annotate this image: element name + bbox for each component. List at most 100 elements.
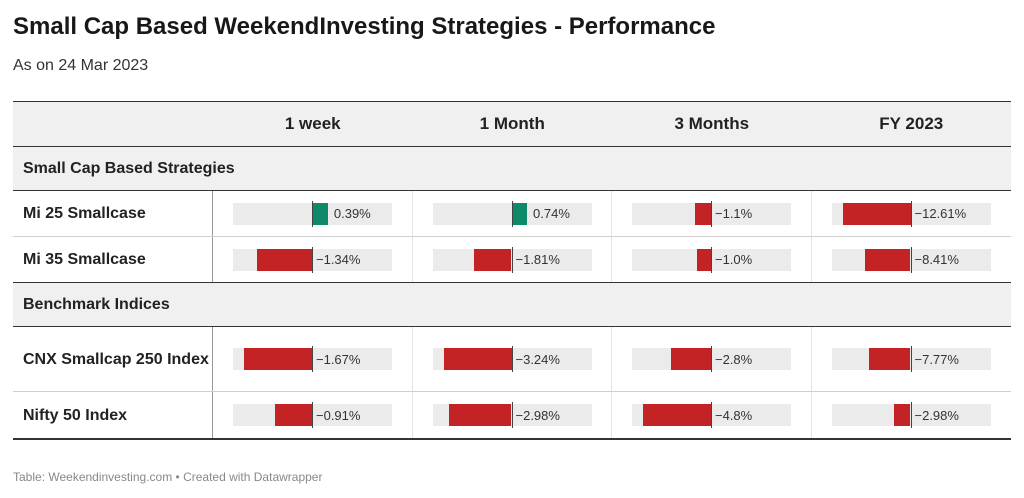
- zero-baseline: [711, 246, 712, 273]
- value-cell: −2.98%: [812, 392, 1012, 438]
- zero-baseline: [910, 200, 912, 227]
- table-row[interactable]: Mi 25 Smallcase 0.39% 0.74% −1.1% −12.61%: [13, 191, 1011, 237]
- value-bar: [443, 348, 512, 370]
- zero-baseline: [711, 402, 712, 428]
- value-label: −2.8%: [715, 351, 753, 367]
- bar-track: 0.39%: [233, 200, 392, 227]
- value-label: 0.39%: [333, 206, 371, 221]
- value-cell: −1.67%: [213, 327, 413, 391]
- zero-baseline: [711, 200, 712, 227]
- value-cell: −0.91%: [213, 392, 413, 438]
- header-blank-cell: [13, 102, 213, 146]
- value-bar: [696, 248, 711, 271]
- value-label: −4.8%: [715, 407, 753, 423]
- value-label: −1.0%: [715, 252, 753, 267]
- value-bar: [643, 404, 711, 426]
- zero-baseline: [312, 402, 313, 428]
- value-cell: −3.24%: [413, 327, 612, 391]
- zero-baseline: [511, 402, 513, 428]
- zero-baseline: [511, 200, 513, 227]
- bar-track: 0.74%: [432, 200, 592, 227]
- column-header[interactable]: FY 2023: [879, 114, 944, 133]
- value-cell: −7.77%: [812, 327, 1012, 391]
- value-cell: −2.98%: [413, 392, 612, 438]
- row-label: Nifty 50 Index: [13, 392, 213, 438]
- value-cell: −1.81%: [413, 237, 612, 282]
- value-bar: [448, 404, 512, 426]
- zero-baseline: [711, 346, 712, 372]
- value-bar: [868, 348, 911, 370]
- bar-track: −1.1%: [632, 200, 791, 227]
- value-cell: −4.8%: [612, 392, 812, 438]
- bar-track: −1.81%: [432, 246, 592, 273]
- table-header-row: 1 week 1 Month 3 Months FY 2023: [13, 102, 1011, 147]
- value-bar: [473, 248, 512, 271]
- bar-track: −2.98%: [831, 402, 991, 428]
- bar-track: −1.67%: [233, 346, 392, 372]
- row-label: Mi 25 Smallcase: [13, 191, 213, 236]
- column-header[interactable]: 1 week: [284, 114, 341, 133]
- value-bar: [671, 348, 711, 370]
- bar-track: −2.98%: [432, 402, 592, 428]
- row-label: CNX Smallcap 250 Index: [13, 327, 213, 391]
- value-cell: 0.39%: [213, 191, 413, 236]
- zero-baseline: [910, 346, 912, 372]
- value-label: −1.1%: [715, 206, 753, 221]
- chart-title: Small Cap Based WeekendInvesting Strateg…: [13, 13, 716, 40]
- value-cell: −8.41%: [812, 237, 1012, 282]
- chart-subtitle: As on 24 Mar 2023: [13, 57, 149, 74]
- value-label: 0.74%: [533, 206, 570, 221]
- value-label: −1.67%: [316, 351, 361, 367]
- value-label: −3.24%: [515, 351, 560, 367]
- zero-baseline: [511, 346, 513, 372]
- value-cell: −1.1%: [612, 191, 812, 236]
- bar-track: −4.8%: [632, 402, 791, 428]
- chart-footer: Table: Weekendinvesting.com • Created wi…: [13, 470, 323, 484]
- zero-baseline: [910, 246, 912, 273]
- value-bar: [695, 202, 711, 225]
- row-label: Mi 35 Smallcase: [13, 237, 213, 282]
- value-bar: [842, 202, 911, 225]
- value-label: −1.34%: [316, 252, 361, 267]
- value-cell: −2.8%: [612, 327, 812, 391]
- value-cell: −1.34%: [213, 237, 413, 282]
- bar-track: −7.77%: [831, 346, 991, 372]
- bar-track: −0.91%: [233, 402, 392, 428]
- group-header-row: Small Cap Based Strategies: [13, 147, 1011, 191]
- table-row[interactable]: CNX Smallcap 250 Index −1.67% −3.24% −2.8% −…: [13, 327, 1011, 392]
- zero-baseline: [312, 346, 313, 372]
- value-bar: [244, 348, 312, 370]
- bar-track: −2.8%: [632, 346, 791, 372]
- value-label: −2.98%: [914, 407, 959, 423]
- group-header-row: Benchmark Indices: [13, 283, 1011, 327]
- value-bar: [312, 202, 328, 225]
- table-row[interactable]: Nifty 50 Index −0.91% −2.98% −4.8% −2.98%: [13, 392, 1011, 438]
- column-header[interactable]: 3 Months: [674, 114, 750, 133]
- table-row[interactable]: Mi 35 Smallcase −1.34% −1.81% −1.0% −8.41%: [13, 237, 1011, 283]
- value-bar: [865, 248, 911, 271]
- table-body: Small Cap Based Strategies Mi 25 Smallcas…: [13, 147, 1011, 438]
- value-label: −8.41%: [914, 252, 959, 267]
- value-label: −1.81%: [515, 252, 560, 267]
- zero-baseline: [312, 246, 313, 273]
- zero-baseline: [910, 402, 912, 428]
- column-header[interactable]: 1 Month: [479, 114, 545, 133]
- value-bar: [511, 202, 528, 225]
- value-cell: −1.0%: [612, 237, 812, 282]
- value-cell: −12.61%: [812, 191, 1012, 236]
- performance-table: 1 week 1 Month 3 Months FY 2023 Small Ca…: [13, 101, 1011, 440]
- bar-track: −12.61%: [831, 200, 991, 227]
- value-cell: 0.74%: [413, 191, 612, 236]
- bar-track: −1.0%: [632, 246, 791, 273]
- bar-track: −1.34%: [233, 246, 392, 273]
- value-label: −7.77%: [914, 351, 959, 367]
- value-bar: [894, 404, 911, 426]
- bar-track: −8.41%: [831, 246, 991, 273]
- value-label: −12.61%: [914, 206, 967, 221]
- value-label: −2.98%: [515, 407, 560, 423]
- zero-baseline: [312, 200, 313, 227]
- value-label: −0.91%: [316, 407, 361, 423]
- zero-baseline: [511, 246, 513, 273]
- value-bar: [274, 404, 312, 426]
- bar-track: −3.24%: [432, 346, 592, 372]
